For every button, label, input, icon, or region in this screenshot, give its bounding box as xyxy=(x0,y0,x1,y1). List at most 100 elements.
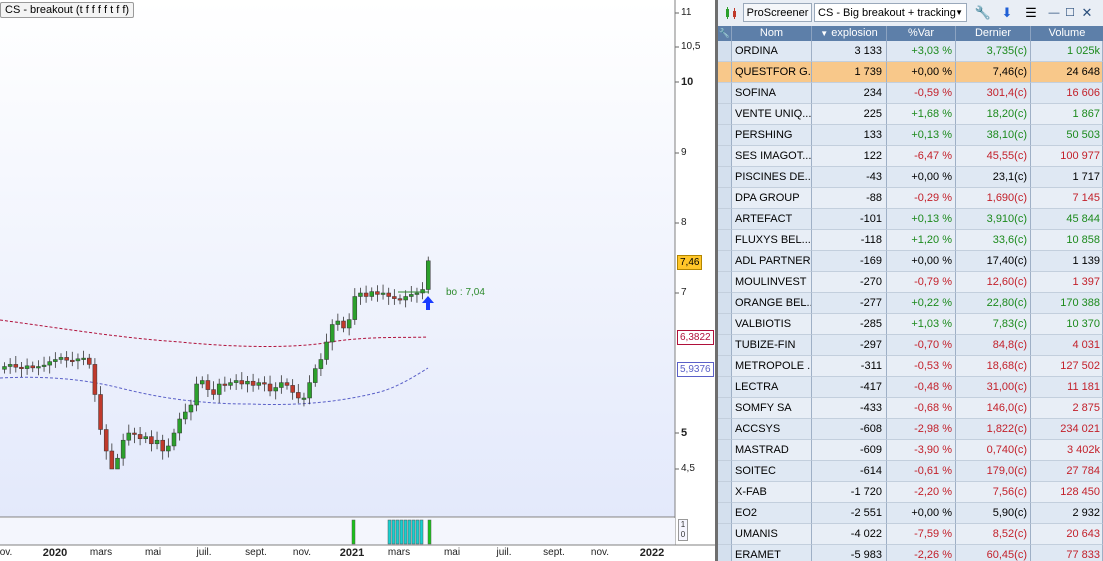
y-tick-label: 4,5 xyxy=(681,463,695,474)
cell-nom: DPA GROUP xyxy=(732,188,812,209)
table-row[interactable]: SOFINA 234 -0,59 % 301,4(c) 16 606 xyxy=(718,83,1103,104)
table-row[interactable]: PERSHING 133 +0,13 % 38,10(c) 50 503 xyxy=(718,125,1103,146)
close-icon[interactable]: ✕ xyxy=(1081,4,1093,20)
cell-nom: ARTEFACT xyxy=(732,209,812,230)
column-header-nom[interactable]: Nom xyxy=(732,26,812,41)
row-marker xyxy=(718,167,732,188)
cell-explosion: 3 133 xyxy=(812,41,887,62)
cell-volume: 11 181 xyxy=(1031,377,1103,398)
row-marker xyxy=(718,104,732,125)
indicator-bar xyxy=(351,519,356,545)
x-tick-label: sept. xyxy=(543,547,565,558)
column-header-explosion[interactable]: ▼ explosion xyxy=(812,26,887,41)
restore-icon[interactable]: ☐ xyxy=(1065,7,1075,19)
y-tick-label: 7 xyxy=(681,287,687,298)
candle-body xyxy=(183,411,188,420)
table-row[interactable]: DPA GROUP -88 -0,29 % 1,690(c) 7 145 xyxy=(718,188,1103,209)
price-chart[interactable] xyxy=(0,0,715,561)
candle-body xyxy=(358,292,363,297)
cell-var: -0,70 % xyxy=(887,335,956,356)
table-row[interactable]: ORANGE BEL... -277 +0,22 % 22,80(c) 170 388 xyxy=(718,293,1103,314)
cell-dernier: 23,1(c) xyxy=(956,167,1031,188)
table-row[interactable]: LECTRA -417 -0,48 % 31,00(c) 11 181 xyxy=(718,377,1103,398)
row-marker xyxy=(718,293,732,314)
cell-explosion: 133 xyxy=(812,125,887,146)
table-row[interactable]: ORDINA 3 133 +3,03 % 3,735(c) 1 025k xyxy=(718,41,1103,62)
cell-dernier: 84,8(c) xyxy=(956,335,1031,356)
table-row[interactable]: PISCINES DE... -43 +0,00 % 23,1(c) 1 717 xyxy=(718,167,1103,188)
candle-body xyxy=(75,358,81,362)
candle-body xyxy=(426,260,431,290)
table-row[interactable]: SOITEC -614 -0,61 % 179,0(c) 27 784 xyxy=(718,461,1103,482)
table-row[interactable]: ADL PARTNER -169 +0,00 % 17,40(c) 1 139 xyxy=(718,251,1103,272)
cell-dernier: 301,4(c) xyxy=(956,83,1031,104)
column-header-dernier[interactable]: Dernier xyxy=(956,26,1031,41)
cell-dernier: 7,56(c) xyxy=(956,482,1031,503)
table-row[interactable]: VALBIOTIS -285 +1,03 % 7,83(c) 10 370 xyxy=(718,314,1103,335)
cell-volume: 2 932 xyxy=(1031,503,1103,524)
cell-dernier: 60,45(c) xyxy=(956,545,1031,561)
moving-average-short-line xyxy=(0,367,429,405)
pane-splitter[interactable] xyxy=(715,0,718,561)
x-tick-label: mars xyxy=(89,547,113,558)
table-row[interactable]: FLUXYS BEL... -118 +1,20 % 33,6(c) 10 858 xyxy=(718,230,1103,251)
table-row[interactable]: METROPOLE ... -311 -0,53 % 18,68(c) 127 502 xyxy=(718,356,1103,377)
table-row[interactable]: EO2 -2 551 +0,00 % 5,90(c) 2 932 xyxy=(718,503,1103,524)
table-row[interactable]: MASTRAD -609 -3,90 % 0,740(c) 3 402k xyxy=(718,440,1103,461)
table-row[interactable]: VENTE UNIQ... 225 +1,68 % 18,20(c) 1 867 xyxy=(718,104,1103,125)
cell-volume: 77 833 xyxy=(1031,545,1103,561)
column-header-explosion-label: explosion xyxy=(831,27,878,39)
chart-pane[interactable]: CS - breakout (t f f f f t f f) bo : 7,0… xyxy=(0,0,715,561)
candles-icon[interactable] xyxy=(722,3,740,22)
candle-body xyxy=(92,364,98,395)
table-row[interactable]: MOULINVEST -270 -0,79 % 12,60(c) 1 397 xyxy=(718,272,1103,293)
table-row[interactable]: QUESTFOR G... 1 739 +0,00 % 7,46(c) 24 648 xyxy=(718,62,1103,83)
menu-icon[interactable]: ☰ xyxy=(1025,4,1037,20)
table-row[interactable]: TUBIZE-FIN -297 -0,70 % 84,8(c) 4 031 xyxy=(718,335,1103,356)
wrench-icon[interactable]: 🔧 xyxy=(974,4,992,20)
table-row[interactable]: ARTEFACT -101 +0,13 % 3,910(c) 45 844 xyxy=(718,209,1103,230)
table-row[interactable]: SES IMAGOT... 122 -6,47 % 45,55(c) 100 977 xyxy=(718,146,1103,167)
table-row[interactable]: X-FAB -1 720 -2,20 % 7,56(c) 128 450 xyxy=(718,482,1103,503)
ma-short-value-tag: 5,9376 xyxy=(677,362,714,377)
settings-wrench-icon[interactable]: 🔧 xyxy=(718,26,732,41)
proscreener-button[interactable]: ProScreener xyxy=(743,3,812,22)
candle-body xyxy=(233,380,239,383)
x-tick-label: juil. xyxy=(496,547,512,558)
cell-nom: TUBIZE-FIN xyxy=(732,335,812,356)
cell-var: +0,00 % xyxy=(887,167,956,188)
candle-body xyxy=(211,389,216,395)
cell-nom: FLUXYS BEL... xyxy=(732,230,812,251)
table-row[interactable]: ACCSYS -608 -2,98 % 1,822(c) 234 021 xyxy=(718,419,1103,440)
candle-body xyxy=(115,457,120,470)
cell-var: -2,98 % xyxy=(887,419,956,440)
candle-body xyxy=(352,296,358,320)
candle-body xyxy=(369,291,374,297)
column-header-volume[interactable]: Volume xyxy=(1048,27,1086,39)
screen-select[interactable]: CS - Big breakout + tracking ▼ xyxy=(814,3,967,22)
row-marker xyxy=(718,440,732,461)
cell-nom: ORDINA xyxy=(732,41,812,62)
table-row[interactable]: UMANIS -4 022 -7,59 % 8,52(c) 20 643 xyxy=(718,524,1103,545)
cell-volume: 4 031 xyxy=(1031,335,1103,356)
candle-body xyxy=(279,382,284,388)
candle-body xyxy=(70,359,75,362)
cell-var: +3,03 % xyxy=(887,41,956,62)
candle-body xyxy=(420,289,425,294)
chart-title[interactable]: CS - breakout (t f f f f t f f) xyxy=(0,2,135,18)
candle-body xyxy=(397,298,403,301)
download-arrow-icon[interactable]: ⬇ xyxy=(1001,4,1013,20)
row-marker xyxy=(718,272,732,293)
cell-explosion: -608 xyxy=(812,419,887,440)
cell-nom: MOULINVEST xyxy=(732,272,812,293)
minimize-icon[interactable]: — xyxy=(1048,6,1060,19)
cell-volume: 100 977 xyxy=(1031,146,1103,167)
cell-nom: UMANIS xyxy=(732,524,812,545)
cell-nom: QUESTFOR G... xyxy=(732,62,812,83)
row-marker xyxy=(718,188,732,209)
cell-volume: 1 867 xyxy=(1031,104,1103,125)
table-row[interactable]: ERAMET -5 983 -2,26 % 60,45(c) 77 833 xyxy=(718,545,1103,561)
table-row[interactable]: SOMFY SA -433 -0,68 % 146,0(c) 2 875 xyxy=(718,398,1103,419)
column-header-var[interactable]: %Var xyxy=(887,26,956,41)
candle-body xyxy=(329,324,335,343)
